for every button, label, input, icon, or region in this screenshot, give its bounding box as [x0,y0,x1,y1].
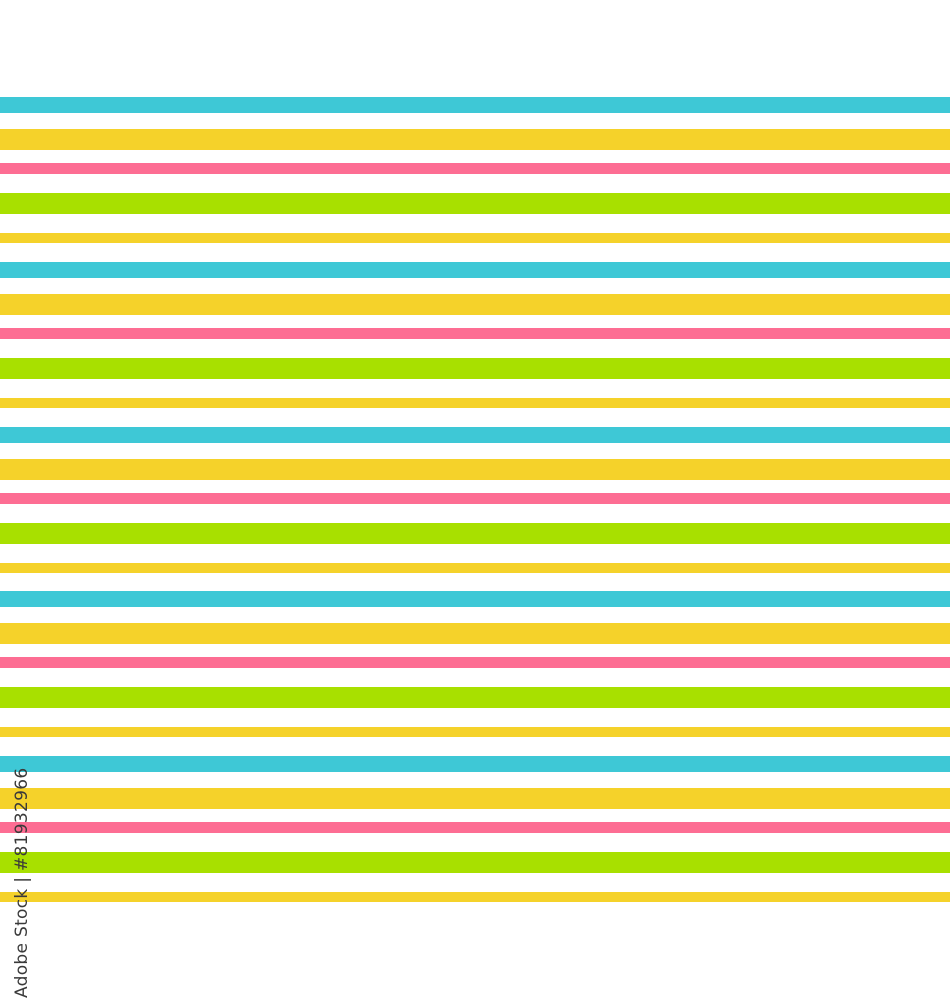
stripe-cyan [0,262,950,278]
stripe-pink [0,657,950,668]
stripe-yellow [0,398,950,408]
stripe-cyan [0,97,950,113]
stripe-pink [0,822,950,833]
stripe-cyan [0,756,950,772]
stripe-yellow [0,788,950,809]
stripe-yellow [0,129,950,150]
stripe-yellow [0,233,950,243]
stripe-green [0,358,950,379]
stripe-green [0,523,950,544]
stripe-yellow [0,623,950,644]
stripe-pink [0,328,950,339]
stripe-pink [0,493,950,504]
stripe-green [0,852,950,873]
stripe-cyan [0,427,950,443]
stripe-yellow [0,892,950,902]
stripe-pink [0,163,950,174]
stripe-yellow [0,294,950,315]
stripe-yellow [0,727,950,737]
stock-credit: Adobe Stock | #81932966 [12,767,32,998]
stripe-yellow [0,459,950,480]
stripe-green [0,193,950,214]
stripe-yellow [0,563,950,573]
stripe-cyan [0,591,950,607]
stripe-green [0,687,950,708]
